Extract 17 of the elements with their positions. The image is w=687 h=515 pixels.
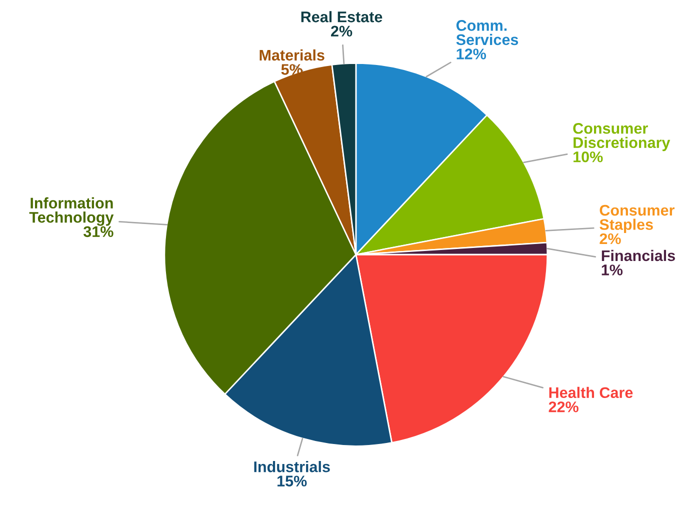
slice-label: Financials xyxy=(602,250,675,262)
slice-label: Comm. Services xyxy=(456,20,518,46)
slice-label: Information Technology xyxy=(29,197,114,226)
data-label: 31% xyxy=(83,226,114,238)
slice-label: Materials xyxy=(260,49,324,61)
slice-label: Real Estate xyxy=(301,11,382,22)
slice-label: Health Care xyxy=(549,386,633,398)
data-label: 22% xyxy=(548,401,578,412)
slice-label: Consumer Discretionary xyxy=(573,122,670,152)
data-label: 2% xyxy=(600,233,621,244)
data-label: 10% xyxy=(574,151,603,162)
data-label: 1% xyxy=(602,264,623,276)
slice-label: Industrials xyxy=(254,461,330,472)
data-label: 15% xyxy=(278,476,307,486)
slice-label: Consumer Staples xyxy=(600,204,675,233)
data-label: 2% xyxy=(331,26,352,37)
data-label: 12% xyxy=(456,48,486,60)
